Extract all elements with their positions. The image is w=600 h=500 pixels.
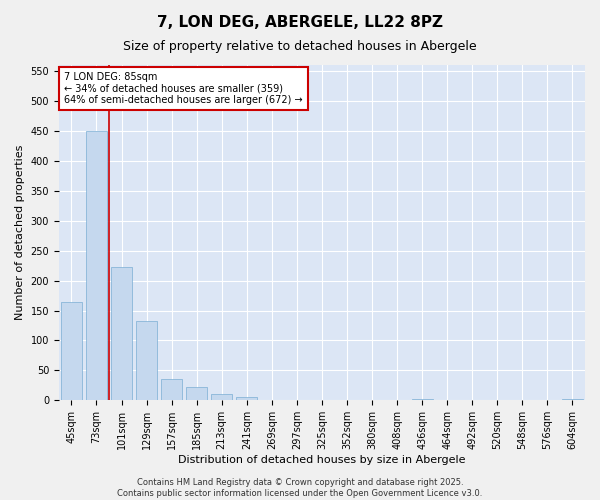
X-axis label: Distribution of detached houses by size in Abergele: Distribution of detached houses by size …	[178, 455, 466, 465]
Bar	[562, 398, 583, 400]
Y-axis label: Number of detached properties: Number of detached properties	[15, 145, 25, 320]
Bar	[86, 131, 107, 400]
Bar	[211, 394, 232, 400]
Text: Size of property relative to detached houses in Abergele: Size of property relative to detached ho…	[123, 40, 477, 53]
Bar	[136, 320, 157, 400]
Bar	[412, 398, 433, 400]
Bar	[236, 398, 257, 400]
Bar	[186, 386, 208, 400]
Bar	[161, 380, 182, 400]
Text: 7, LON DEG, ABERGELE, LL22 8PZ: 7, LON DEG, ABERGELE, LL22 8PZ	[157, 15, 443, 30]
Bar	[111, 267, 132, 400]
Text: Contains HM Land Registry data © Crown copyright and database right 2025.
Contai: Contains HM Land Registry data © Crown c…	[118, 478, 482, 498]
Text: 7 LON DEG: 85sqm
← 34% of detached houses are smaller (359)
64% of semi-detached: 7 LON DEG: 85sqm ← 34% of detached house…	[64, 72, 303, 105]
Bar	[61, 302, 82, 400]
